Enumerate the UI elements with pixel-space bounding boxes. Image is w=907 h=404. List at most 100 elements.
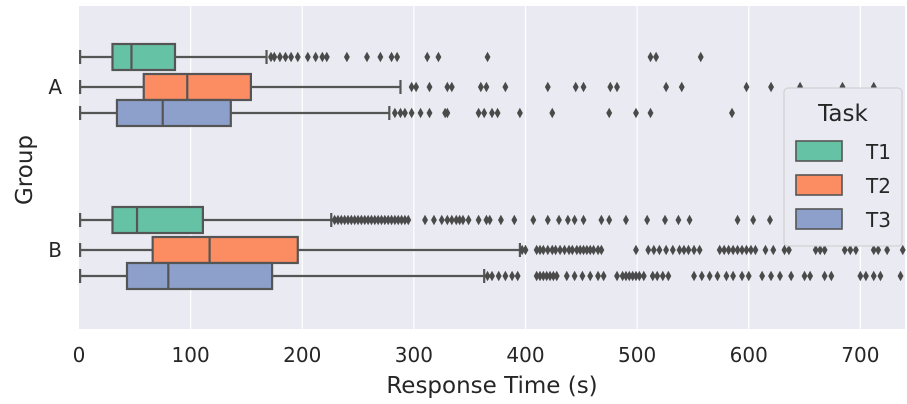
outlier-point <box>870 270 877 282</box>
box-T3-B <box>79 261 486 291</box>
outlier-point <box>547 270 553 282</box>
outlier-point <box>323 51 330 63</box>
outlier-point <box>378 214 385 226</box>
outlier-point <box>566 244 572 256</box>
outlier-point <box>397 107 404 119</box>
outlier-point <box>645 244 652 256</box>
outlier-point <box>522 244 529 256</box>
outlier-point <box>583 244 590 256</box>
outlier-point <box>276 51 283 63</box>
outlier-point <box>770 244 777 256</box>
outlier-point <box>614 81 620 93</box>
outlier-point <box>282 51 289 63</box>
outlier-point <box>364 51 370 63</box>
outlier-point <box>398 214 405 226</box>
x-tick-label: 100 <box>172 343 210 367</box>
outlier-point <box>884 244 891 256</box>
outlier-point <box>489 270 495 282</box>
box-iqr <box>115 98 232 128</box>
outlier-point <box>606 107 613 119</box>
outlier-point <box>391 214 398 226</box>
outlier-point <box>678 81 685 93</box>
outlier-point <box>663 81 670 93</box>
outlier-point <box>675 214 682 226</box>
outlier-point <box>533 244 540 256</box>
outlier-point <box>345 214 351 226</box>
outlier-point <box>730 244 737 256</box>
outlier-point <box>730 270 737 282</box>
outlier-point <box>729 107 735 119</box>
outlier-point <box>633 244 639 256</box>
outlier-point <box>686 214 693 226</box>
outlier-point <box>821 270 828 282</box>
outlier-point <box>841 244 848 256</box>
outlier-point <box>721 244 728 256</box>
outlier-point <box>788 270 795 282</box>
legend-items: T1 T2 T3 <box>795 140 891 232</box>
outlier-point <box>477 81 484 93</box>
axis-ticks: 0 100 200 300 400 500 600 700 A B <box>48 75 879 367</box>
outlier-point <box>685 244 692 256</box>
outlier-point <box>623 214 629 226</box>
outlier-point <box>650 244 657 256</box>
outlier-point <box>544 214 551 226</box>
outlier-point <box>636 270 643 282</box>
outlier-point <box>475 107 482 119</box>
outlier-point <box>801 270 808 282</box>
x-tick-label: 700 <box>841 343 879 367</box>
outlier-point <box>530 214 537 226</box>
outlier-point <box>752 244 759 256</box>
outlier-point <box>656 244 663 256</box>
outlier-point <box>563 270 570 282</box>
outlier-point <box>587 270 594 282</box>
outlier-point <box>640 270 647 282</box>
outlier-point <box>725 244 732 256</box>
outlier-point <box>762 244 769 256</box>
outlier-point <box>431 214 437 226</box>
outlier-point <box>343 51 350 63</box>
outlier-point <box>653 51 660 63</box>
outlier-point <box>852 244 859 256</box>
outlier-point <box>676 244 683 256</box>
x-tick-label: 500 <box>618 343 656 367</box>
x-tick-label: 400 <box>506 343 544 367</box>
outlier-point <box>401 214 408 226</box>
outlier-point <box>847 244 854 256</box>
outlier-point <box>647 107 654 119</box>
outlier-point <box>544 81 551 93</box>
outlier-point <box>338 214 345 226</box>
outlier-point <box>577 244 584 256</box>
outlier-point <box>812 244 819 256</box>
outlier-point <box>697 51 704 63</box>
outlier-point <box>312 51 319 63</box>
outlier-point <box>743 244 750 256</box>
box-iqr <box>151 235 299 265</box>
outlier-point <box>785 244 792 256</box>
outlier-point <box>549 107 556 119</box>
legend-label-T1: T1 <box>865 140 891 164</box>
outlier-point <box>564 214 571 226</box>
box-iqr <box>142 72 252 102</box>
outlier-point <box>647 51 654 63</box>
legend-swatch-T3 <box>795 208 843 230</box>
box-T3-A <box>79 98 391 128</box>
outlier-point <box>335 214 341 226</box>
outlier-point <box>691 244 697 256</box>
outlier-point <box>394 51 401 63</box>
outlier-point <box>633 107 639 119</box>
outlier-point <box>456 214 463 226</box>
outlier-point <box>623 270 629 282</box>
outlier-point <box>629 270 636 282</box>
outlier-point <box>444 107 451 119</box>
outlier-point <box>540 270 547 282</box>
outlier-point <box>268 51 274 63</box>
legend-frame <box>783 87 903 247</box>
outlier-point <box>408 107 415 119</box>
outlier-point <box>417 107 424 119</box>
outlier-point <box>669 244 676 256</box>
outlier-point <box>483 81 490 93</box>
outlier-point <box>533 270 540 282</box>
outlier-point <box>550 270 557 282</box>
outlier-point <box>509 270 516 282</box>
